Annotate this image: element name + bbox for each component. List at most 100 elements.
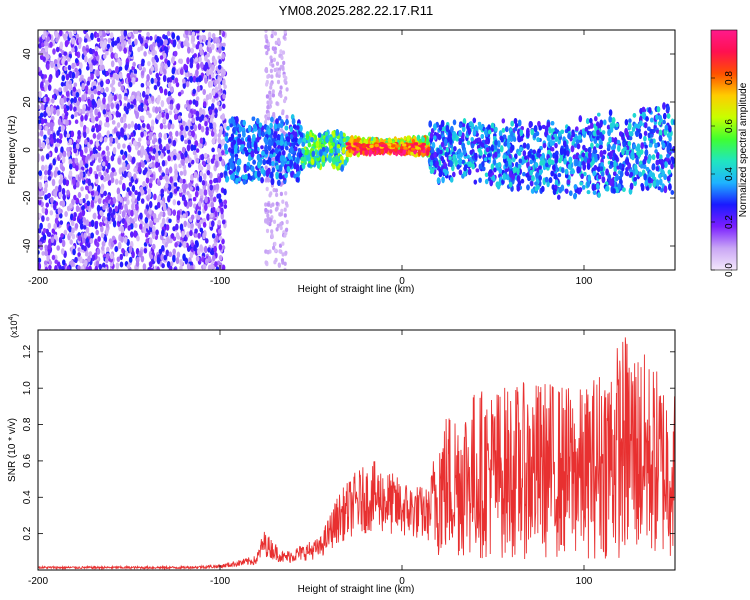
spectrogram-cell	[95, 229, 99, 236]
spectrogram-cell	[137, 46, 141, 53]
spectrogram-cell	[70, 220, 75, 227]
spectrogram-cell	[51, 98, 55, 104]
spectrogram-cell	[162, 239, 166, 245]
spectrogram-cell	[75, 33, 80, 40]
spectrogram-cell	[86, 106, 91, 111]
spectrogram-cell	[56, 109, 60, 117]
spectrogram-cell	[115, 103, 120, 111]
spectrogram-cell	[265, 186, 269, 192]
spectrogram-cell	[39, 112, 44, 118]
spectrogram-cell	[174, 242, 178, 248]
spectrogram-cell	[41, 206, 46, 214]
spectrogram-cell	[74, 119, 79, 125]
spectrogram-cell	[70, 98, 74, 103]
spectrogram-cell	[205, 258, 209, 265]
spectrogram-cell	[73, 30, 77, 35]
spectrogram-cell	[203, 152, 208, 159]
spectrogram-cell	[162, 74, 167, 83]
spectrogram-cell	[578, 115, 583, 123]
spectrogram-cell	[139, 37, 144, 45]
spectrogram-cell	[71, 37, 75, 45]
spectrogram-cell	[66, 265, 71, 270]
spectrogram-cell	[205, 129, 209, 136]
spectrogram-cell	[285, 145, 289, 151]
spectrogram-cell	[88, 265, 92, 270]
spectrogram-cell	[660, 188, 664, 193]
spectrogram-cell	[169, 191, 173, 199]
spectrogram-cell	[53, 58, 58, 65]
spectrogram-cell	[184, 72, 189, 78]
spectrogram-cell	[279, 85, 283, 90]
spectrogram-cell	[149, 35, 153, 41]
spectrogram-cell	[179, 68, 184, 75]
spectrogram-cell	[134, 190, 138, 196]
spectrogram-cell	[211, 220, 215, 227]
spectrogram-cell	[526, 143, 530, 150]
spectrogram-cell	[180, 134, 184, 142]
spectrogram-cell	[128, 245, 133, 253]
spectrogram-cell	[173, 50, 178, 57]
spectrogram-cell	[493, 167, 497, 173]
spectrogram-cell	[72, 86, 77, 92]
spectrogram-cell	[266, 249, 270, 255]
spectrogram-cell	[156, 36, 160, 44]
spectrogram-cell	[128, 217, 133, 225]
spectrogram-cell	[206, 169, 211, 176]
spectrogram-cell	[49, 210, 54, 216]
spectrogram-cell	[113, 40, 118, 46]
spectrogram-cell	[117, 214, 122, 222]
spectrogram-cell	[80, 265, 85, 270]
spectrogram-cell	[140, 83, 145, 88]
spectrogram-cell	[102, 216, 106, 222]
spectrogram-cell	[266, 112, 271, 118]
spectrogram-cell	[139, 212, 143, 220]
spectrogram-cell	[548, 126, 552, 134]
spectrogram-cell	[61, 113, 66, 120]
spectrogram-cell	[106, 150, 111, 157]
spectrogram-cell	[184, 30, 189, 36]
spectrogram-cell	[209, 179, 213, 185]
spectrogram-cell	[638, 132, 643, 140]
spectrogram-cell	[179, 178, 183, 184]
spectrogram-cell	[185, 81, 190, 88]
spectrogram-cell	[218, 156, 223, 162]
spectrogram-cell	[76, 255, 81, 262]
spectrogram-cell	[149, 131, 153, 138]
spectrogram-cell	[44, 169, 48, 176]
spectrogram-cell	[100, 211, 104, 217]
spectrogram-cell	[94, 108, 98, 116]
spectrogram-cell	[130, 120, 135, 128]
spectrogram-cell	[82, 225, 87, 230]
spectrogram-cell	[82, 198, 86, 204]
spectrogram-cell	[94, 265, 99, 270]
spectrogram-cell	[98, 171, 102, 177]
spectrogram-cell	[186, 231, 190, 238]
spectrogram-cell	[167, 209, 171, 216]
spectrogram-cell	[182, 213, 187, 219]
spectrogram-cell	[58, 138, 63, 144]
spectrogram-cell	[169, 151, 174, 158]
spectrogram-cell	[275, 61, 280, 66]
spectrogram-cell	[61, 156, 66, 164]
spectrogram-cell	[123, 170, 128, 179]
spectrogram-cell	[130, 132, 134, 138]
spectrogram-cell	[209, 80, 214, 88]
spectrogram-cell	[158, 143, 163, 151]
spectrogram-cell	[594, 115, 598, 122]
spectrogram-cell	[91, 153, 95, 161]
spectrogram-cell	[184, 257, 189, 265]
spectrogram-cell	[68, 31, 73, 39]
spectrogram-cell	[198, 75, 202, 83]
spectrogram-cell	[153, 137, 158, 143]
spectrogram-cell	[158, 112, 162, 119]
spectrogram-cell	[197, 210, 202, 216]
spectrogram-cell	[196, 30, 200, 34]
spectrogram-cell	[124, 64, 129, 71]
spectrogram-cell	[169, 86, 174, 93]
spectrogram-cell	[217, 137, 221, 144]
spectrogram-cell	[102, 53, 107, 60]
spectrogram-cell	[105, 79, 110, 85]
spectrogram-cell	[624, 118, 629, 126]
spectrogram-cell	[101, 43, 106, 51]
